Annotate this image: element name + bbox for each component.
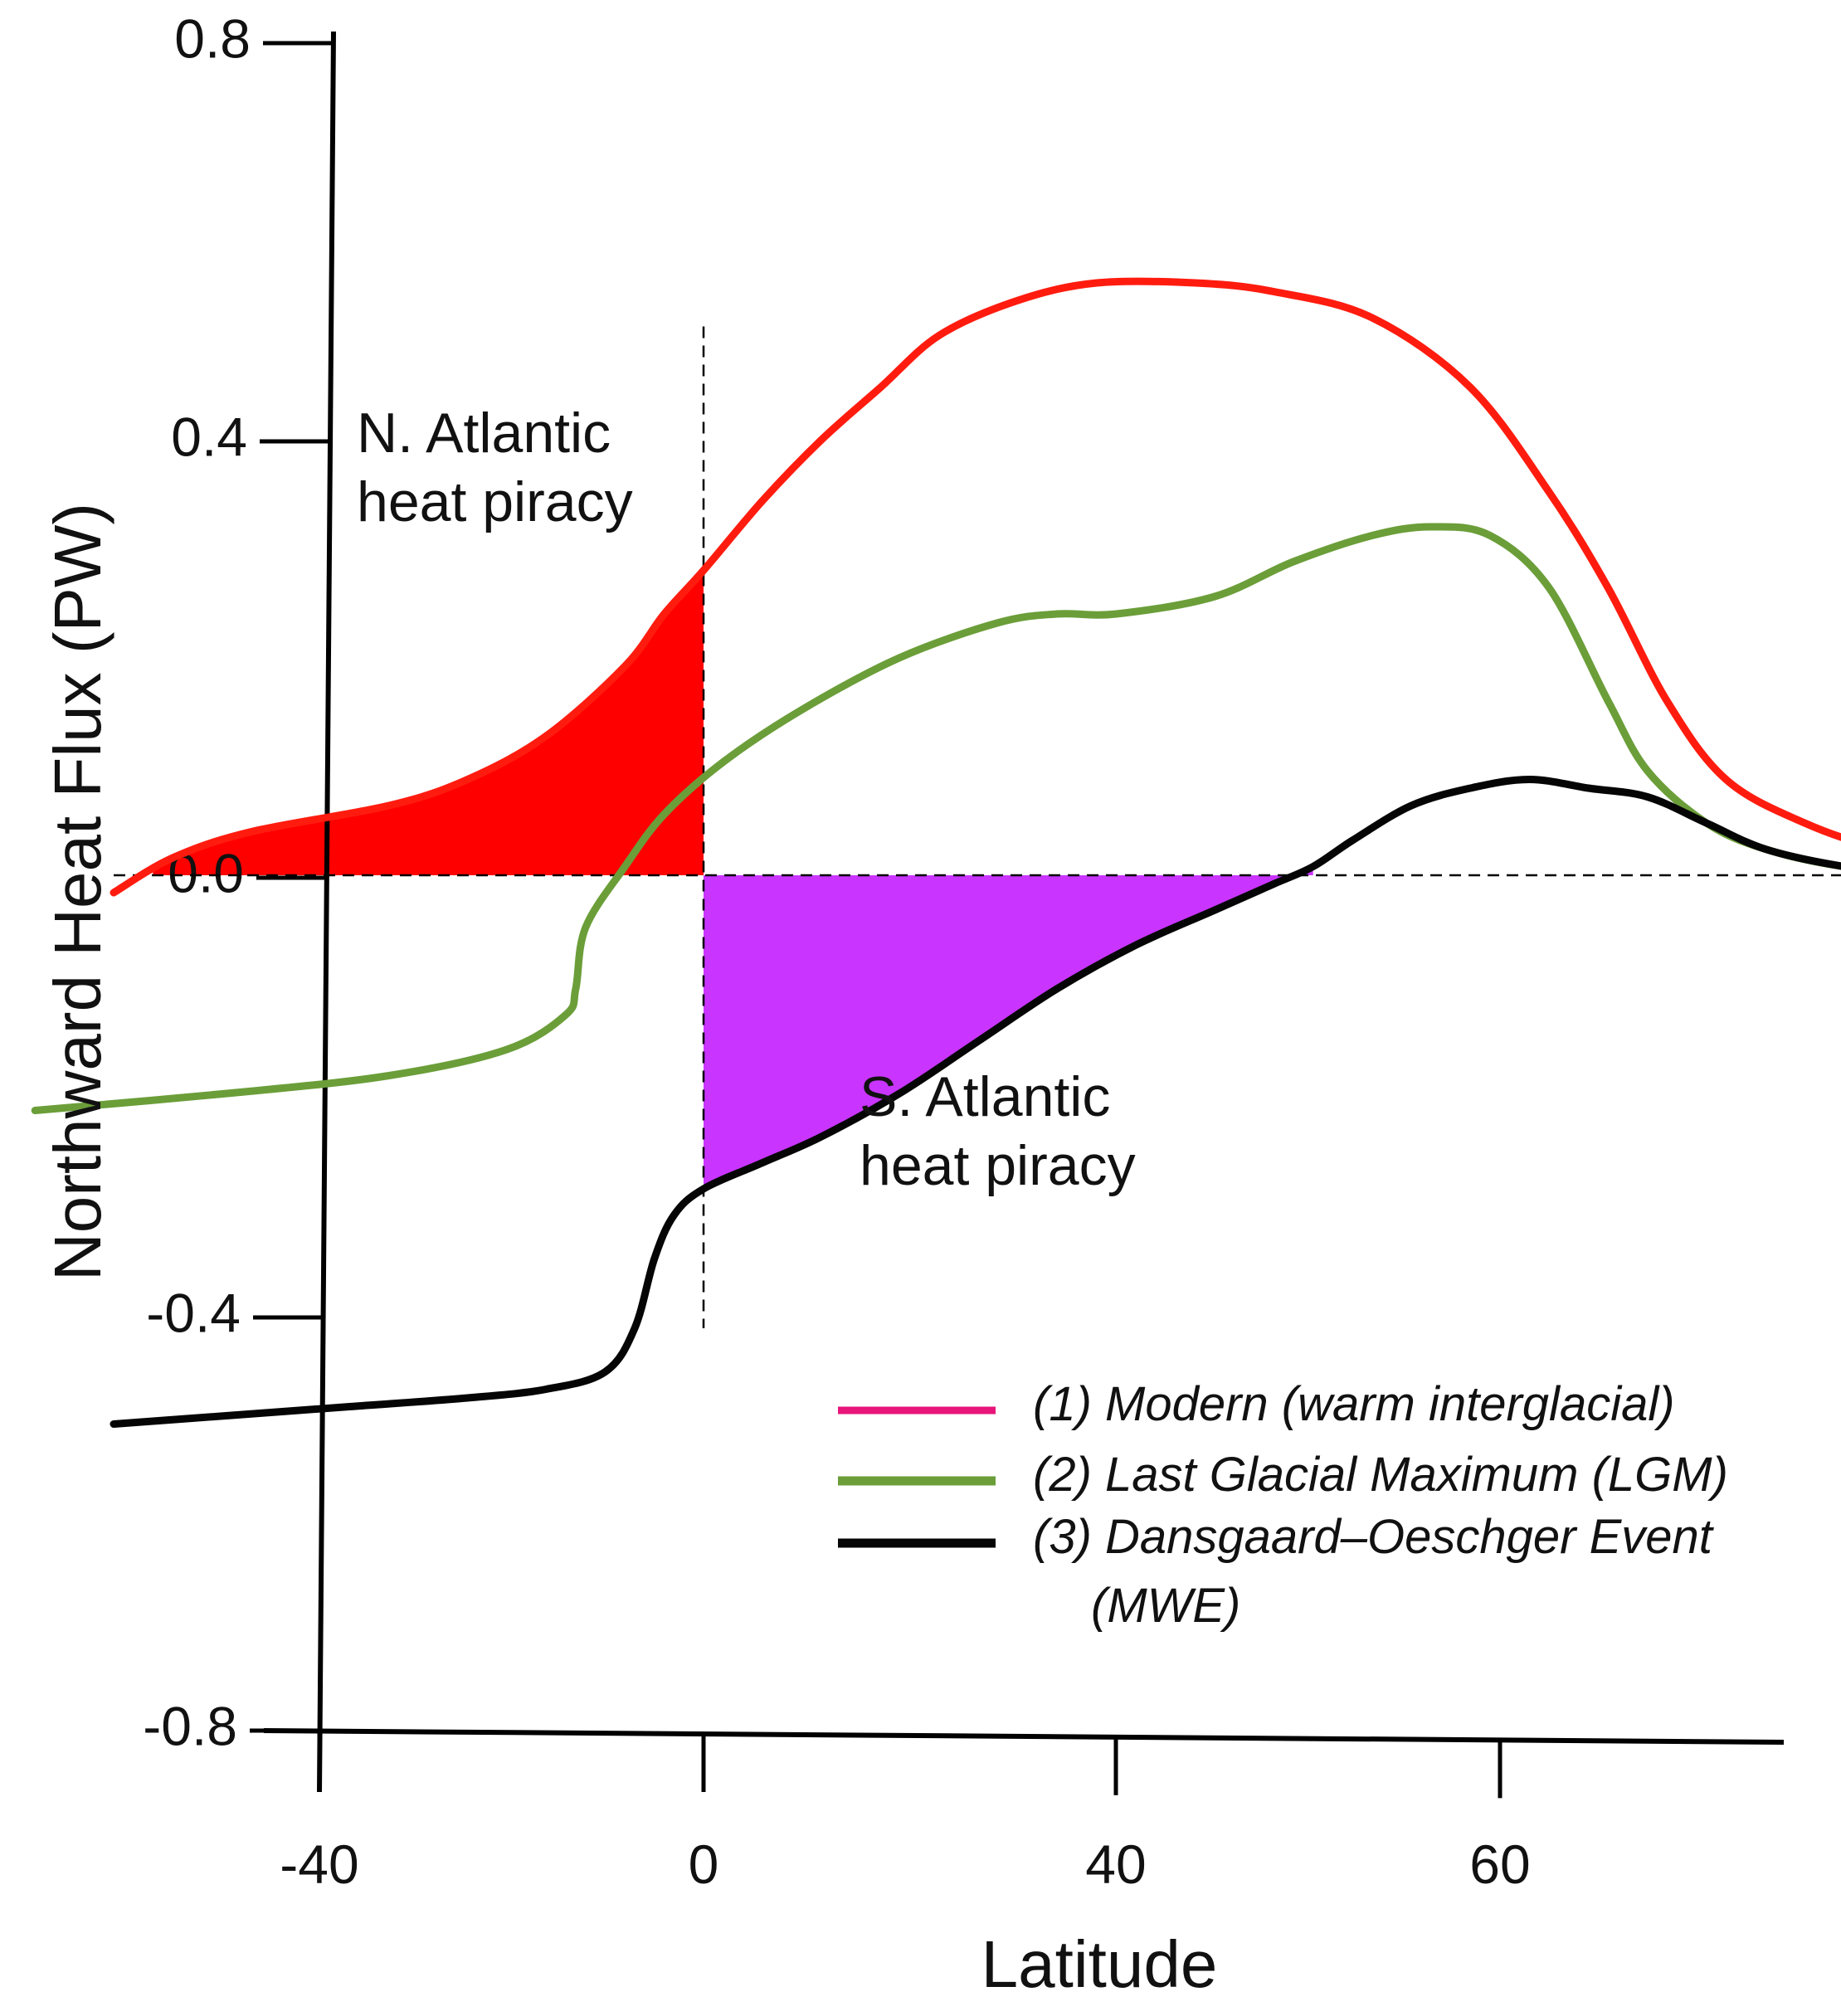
legend-label-modern: (1) Modern (warm interglacial) bbox=[1033, 1377, 1675, 1431]
n-atlantic-label-line1: N. Atlantic bbox=[357, 402, 611, 465]
x-tick-label: 0 bbox=[689, 1833, 719, 1895]
shaded-regions bbox=[153, 570, 1313, 1189]
x-axis-title: Latitude bbox=[981, 1927, 1218, 2001]
legend-label-lgm: (2) Last Glacial Maximum (LGM) bbox=[1033, 1448, 1728, 1502]
reference-lines bbox=[114, 326, 1841, 1328]
x-tick-label: 40 bbox=[1085, 1833, 1146, 1895]
shaded-region-s_atlantic bbox=[704, 866, 1313, 1189]
n-atlantic-label-line2: heat piracy bbox=[357, 470, 633, 533]
axes bbox=[263, 31, 1785, 1793]
legend: (1) Modern (warm interglacial) (2) Last … bbox=[838, 1377, 1728, 1633]
s-atlantic-label-line2: heat piracy bbox=[860, 1134, 1136, 1197]
legend-label-do-event-line2: (MWE) bbox=[1091, 1579, 1240, 1633]
series-line-do_event bbox=[110, 776, 1841, 1428]
series-line-modern bbox=[110, 277, 1841, 897]
shaded-region-n_atlantic bbox=[153, 570, 704, 875]
x-tick-label: -40 bbox=[280, 1833, 358, 1895]
legend-label-do-event: (3) Dansgaard–Oeschger Event bbox=[1033, 1510, 1715, 1564]
series-line-lgm bbox=[31, 523, 1841, 1114]
y-tick-label: 0.4 bbox=[171, 406, 247, 467]
y-axis-title: Northward Heat Flux (PW) bbox=[41, 503, 114, 1281]
y-tick-label: -0.4 bbox=[146, 1282, 241, 1343]
s-atlantic-label-line1: S. Atlantic bbox=[860, 1065, 1110, 1128]
ticks: 0.80.40.0-0.4-0.8-40 0 40 60 bbox=[143, 7, 1530, 1895]
y-tick-label: -0.8 bbox=[143, 1695, 237, 1756]
series-lines bbox=[31, 277, 1841, 1428]
y-tick-label: 0.8 bbox=[174, 7, 251, 69]
x-tick-label: 60 bbox=[1469, 1833, 1530, 1895]
x-axis-line bbox=[263, 1728, 1785, 1745]
y-axis-line bbox=[317, 31, 336, 1793]
